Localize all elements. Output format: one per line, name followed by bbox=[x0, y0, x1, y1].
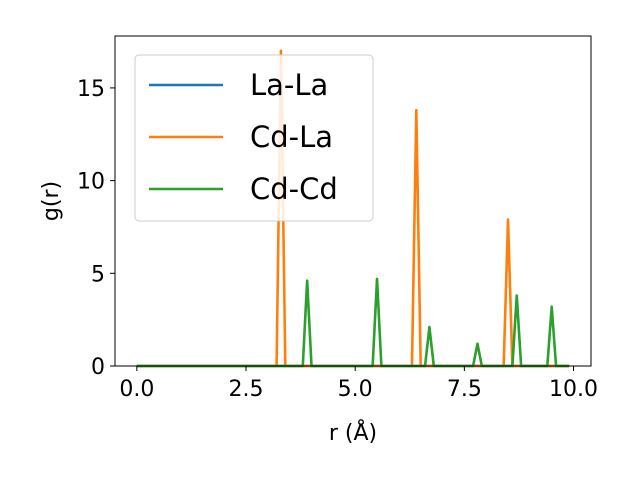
x-tick-label: 2.5 bbox=[229, 377, 264, 402]
x-axis-label: r (Å) bbox=[329, 419, 377, 446]
legend-label-la-la: La-La bbox=[250, 68, 328, 102]
axes-layer: 0.0 2.5 5.0 7.5 10.0 0 5 10 15 bbox=[77, 35, 598, 402]
x-tick-label: 7.5 bbox=[447, 377, 482, 402]
legend-label-cd-cd: Cd-Cd bbox=[250, 172, 338, 206]
y-tick-label: 5 bbox=[91, 262, 105, 287]
y-tick-label: 10 bbox=[77, 170, 105, 195]
x-tick-label: 5.0 bbox=[338, 377, 373, 402]
axes-frame bbox=[114, 35, 592, 367]
y-axis-label: g(r) bbox=[39, 181, 64, 221]
legend: La-La Cd-La Cd-Cd bbox=[134, 54, 374, 222]
legend-label-cd-la: Cd-La bbox=[250, 120, 333, 154]
y-tick-label: 15 bbox=[77, 77, 105, 102]
y-tick-label: 0 bbox=[91, 355, 105, 380]
x-tick-label: 10.0 bbox=[549, 377, 598, 402]
legend-box bbox=[134, 54, 374, 222]
x-tick-label: 0.0 bbox=[119, 377, 154, 402]
